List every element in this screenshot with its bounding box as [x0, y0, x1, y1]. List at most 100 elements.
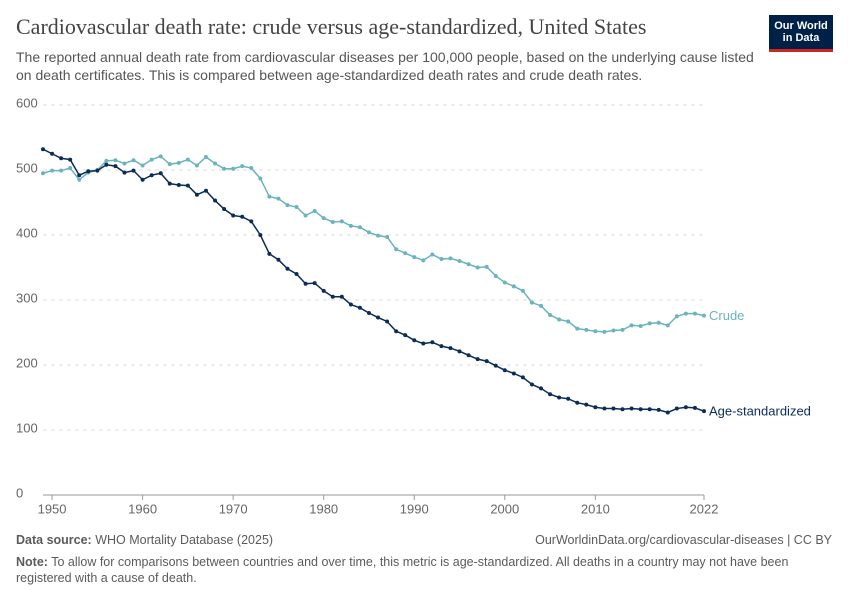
data-point	[213, 198, 218, 203]
data-point	[475, 357, 480, 362]
data-point	[249, 219, 254, 224]
data-point	[158, 171, 163, 176]
data-point	[321, 216, 326, 221]
y-tick-label: 500	[16, 160, 38, 175]
data-point	[122, 161, 127, 166]
data-point	[566, 319, 571, 324]
data-point	[131, 168, 136, 173]
data-point	[529, 300, 534, 305]
data-point	[539, 386, 544, 391]
data-point	[484, 359, 489, 364]
data-point	[448, 256, 453, 261]
data-point	[339, 219, 344, 224]
data-point	[529, 382, 534, 387]
logo-line: Our World	[774, 20, 828, 32]
data-point	[267, 251, 272, 256]
data-point	[611, 328, 616, 333]
data-point	[294, 272, 299, 276]
data-point	[520, 288, 525, 293]
series-line	[42, 155, 705, 333]
data-point	[95, 168, 100, 173]
data-point	[330, 220, 335, 224]
data-point	[185, 183, 190, 188]
data-point	[448, 346, 453, 351]
data-point	[86, 169, 91, 174]
data-point	[303, 281, 308, 286]
data-point	[348, 223, 353, 228]
data-point	[339, 294, 344, 299]
data-point	[104, 162, 109, 167]
data-point	[493, 363, 498, 368]
url[interactable]: OurWorldinData.org/cardiovascular-diseas…	[535, 533, 832, 547]
data-point	[258, 233, 263, 237]
data-point	[674, 314, 679, 319]
data-point	[167, 162, 172, 167]
source: Data source: WHO Mortality Database (202…	[16, 533, 273, 547]
data-point	[113, 158, 118, 163]
data-point	[222, 207, 227, 211]
chart-title: Cardiovascular death rate: crude versus …	[16, 14, 647, 39]
data-point	[240, 164, 245, 169]
data-point	[656, 320, 661, 325]
data-point	[176, 160, 181, 165]
data-point	[185, 157, 190, 162]
x-tick-label: 1970	[219, 501, 248, 516]
data-point	[249, 166, 254, 171]
data-point	[394, 329, 399, 334]
data-point	[330, 294, 335, 299]
data-point	[50, 151, 55, 156]
data-point	[421, 258, 426, 263]
x-tick-label: 2010	[581, 501, 610, 516]
data-point	[294, 205, 299, 210]
data-point	[421, 341, 426, 346]
data-point	[104, 158, 109, 163]
data-point	[502, 280, 507, 285]
data-point	[321, 288, 326, 293]
data-point	[176, 182, 181, 187]
data-point	[620, 327, 625, 332]
data-point	[194, 192, 199, 197]
data-point	[511, 371, 516, 376]
data-point	[629, 323, 634, 328]
data-point	[457, 259, 462, 263]
source-label: Data source:	[16, 533, 92, 547]
data-point	[665, 410, 670, 415]
data-point	[357, 305, 362, 310]
data-point	[403, 251, 408, 256]
data-point	[158, 154, 163, 159]
y-tick-label: 0	[16, 485, 23, 500]
data-point	[602, 406, 607, 411]
data-point	[412, 338, 417, 343]
data-point	[539, 303, 544, 308]
data-point	[366, 311, 371, 315]
data-point	[366, 230, 371, 235]
data-point	[403, 333, 408, 338]
note: Note: To allow for comparisons between c…	[16, 554, 816, 586]
data-point	[276, 196, 281, 201]
data-point	[665, 323, 670, 328]
logo-line: in Data	[782, 32, 820, 44]
y-tick-label: 600	[16, 95, 38, 110]
data-point	[213, 161, 218, 166]
y-tick-label: 200	[16, 355, 38, 370]
data-point	[258, 176, 263, 181]
data-point	[41, 171, 45, 176]
x-tick-label: 2000	[490, 501, 519, 516]
data-point	[140, 177, 145, 182]
data-point	[231, 166, 236, 171]
data-point	[203, 155, 208, 159]
data-point	[131, 158, 136, 163]
data-point	[647, 407, 652, 412]
data-point	[484, 264, 489, 269]
data-point	[68, 166, 73, 171]
series-line	[42, 148, 705, 414]
note-text: To allow for comparisons between countri…	[16, 555, 789, 585]
data-point	[285, 266, 290, 271]
data-point	[557, 395, 562, 400]
data-point	[502, 368, 507, 373]
data-point	[593, 329, 598, 334]
logo[interactable]: Our World in Data	[769, 15, 833, 52]
data-point	[240, 214, 245, 219]
data-point	[412, 255, 417, 260]
